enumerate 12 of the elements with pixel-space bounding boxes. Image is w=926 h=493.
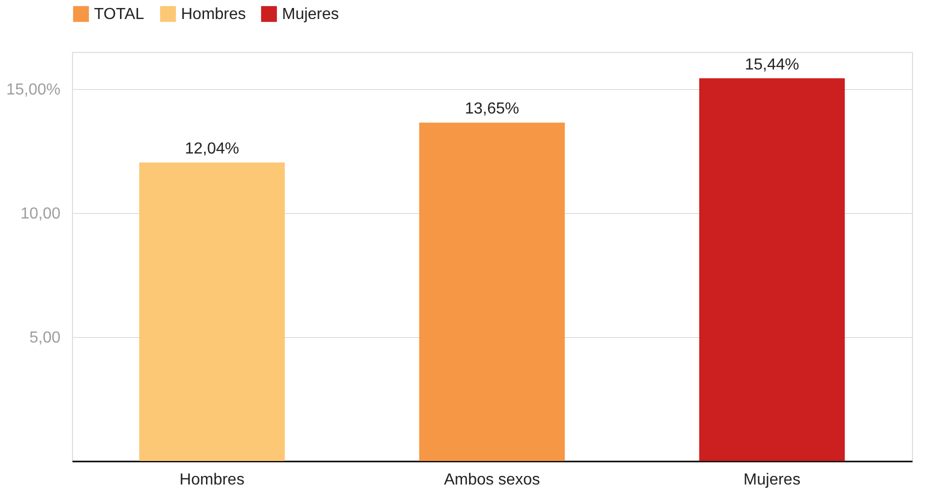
x-tick-label: Hombres — [180, 472, 244, 488]
y-tick-label: 10,00 — [20, 206, 61, 223]
y-tick-label: 15,00% — [6, 82, 60, 99]
data-label: 15,44% — [744, 56, 800, 74]
x-tick-label: Ambos sexos — [444, 472, 540, 488]
y-tick-label: 5,00 — [29, 330, 61, 347]
data-label: 12,04% — [184, 140, 240, 158]
data-label: 13,65% — [464, 100, 520, 118]
x-tick-label: Mujeres — [744, 472, 800, 488]
legend-label: Hombres — [181, 6, 246, 23]
legend-label: TOTAL — [94, 6, 144, 23]
legend-label: Mujeres — [282, 6, 339, 23]
